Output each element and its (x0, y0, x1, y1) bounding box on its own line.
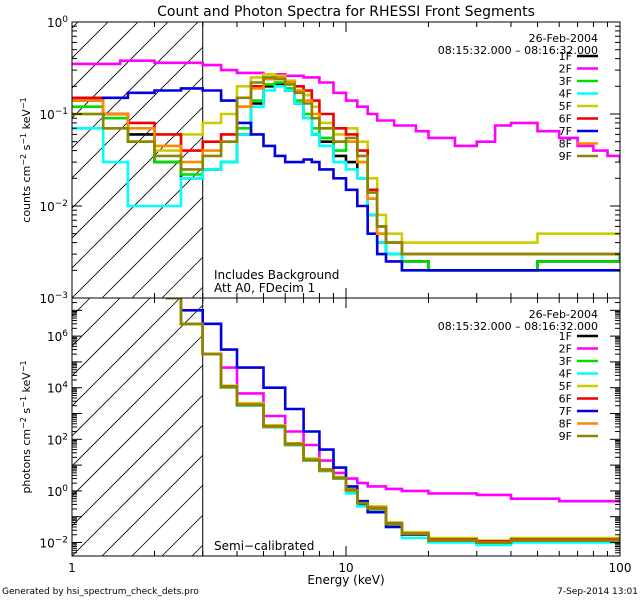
legend-label-8F: 8F (559, 138, 572, 151)
hatched-region (72, 298, 620, 556)
y-axis-label: photons cm−2 s−1 keV−1 (19, 360, 33, 493)
y-tick-label: 10−1 (39, 107, 68, 122)
x-tick-label: 100 (609, 561, 632, 575)
legend-label-3F: 3F (559, 75, 572, 88)
legend-label-1F: 1F (559, 330, 572, 343)
legend-label-5F: 5F (559, 380, 572, 393)
legend-label-9F: 9F (559, 430, 572, 443)
date-label: 26-Feb-2004 (529, 308, 598, 321)
y-tick-label: 10−2 (39, 199, 68, 214)
series-line-9F (72, 76, 620, 256)
legend-label-6F: 6F (559, 113, 572, 126)
legend-label-7F: 7F (559, 405, 572, 418)
series-line-7F (72, 87, 620, 272)
legend-label-5F: 5F (559, 100, 572, 113)
date-label: 26-Feb-2004 (529, 32, 598, 45)
y-tick-label: 102 (47, 432, 68, 447)
series-line-9F (165, 298, 620, 544)
series-group (165, 298, 620, 547)
legend-label-4F: 4F (559, 88, 572, 101)
footer-timestamp: 7-Sep-2014 13:01 (557, 587, 638, 597)
series-line-2F (72, 59, 620, 163)
legend-label-2F: 2F (559, 343, 572, 356)
legend-label-3F: 3F (559, 355, 572, 368)
legend-label-7F: 7F (559, 125, 572, 138)
y-axis-label: counts cm−2 s−1 keV−1 (19, 97, 33, 222)
footer-generated-by: Generated by hsi_spectrum_check_dets.pro (2, 587, 199, 597)
x-tick-label: 10 (338, 561, 353, 575)
photon-spectrum-panel: 1 10 100 10−2 100 102 104 106 photons cm−2 s−1 k… (19, 297, 632, 575)
legend-label-8F: 8F (559, 418, 572, 431)
y-tick-label: 100 (47, 484, 68, 499)
legend-label-2F: 2F (559, 63, 572, 76)
legend-label-6F: 6F (559, 393, 572, 406)
x-axis-label: Energy (keV) (307, 573, 384, 587)
legend-label-1F: 1F (559, 50, 572, 63)
time-range-label: 08:15:32.000 – 08:16:32.000 (438, 320, 598, 333)
series-line-4F (72, 85, 620, 272)
annotation-text: Att A0, FDecim 1 (214, 281, 315, 295)
y-tick-label: 104 (47, 381, 68, 396)
annotation-text: Semi−calibrated (214, 539, 314, 553)
series-group (72, 59, 620, 272)
y-tick-label: 10−3 (39, 291, 68, 306)
x-tick-label: 1 (68, 561, 76, 575)
chart-title: Count and Photon Spectra for RHESSI Fron… (157, 4, 535, 20)
legend-label-4F: 4F (559, 368, 572, 381)
count-spectrum-panel: 10−3 10−2 10−1 100 counts cm−2 s−1 keV−1 26-F… (19, 15, 621, 306)
legend-label-9F: 9F (559, 150, 572, 163)
y-tick-label: 10−2 (39, 536, 68, 551)
y-tick-label: 106 (47, 329, 68, 344)
hatched-region (72, 22, 620, 298)
y-tick-label: 100 (47, 15, 68, 30)
time-range-label: 08:15:32.000 – 08:16:32.000 (438, 44, 598, 57)
annotation-text: Includes Background (214, 268, 339, 282)
